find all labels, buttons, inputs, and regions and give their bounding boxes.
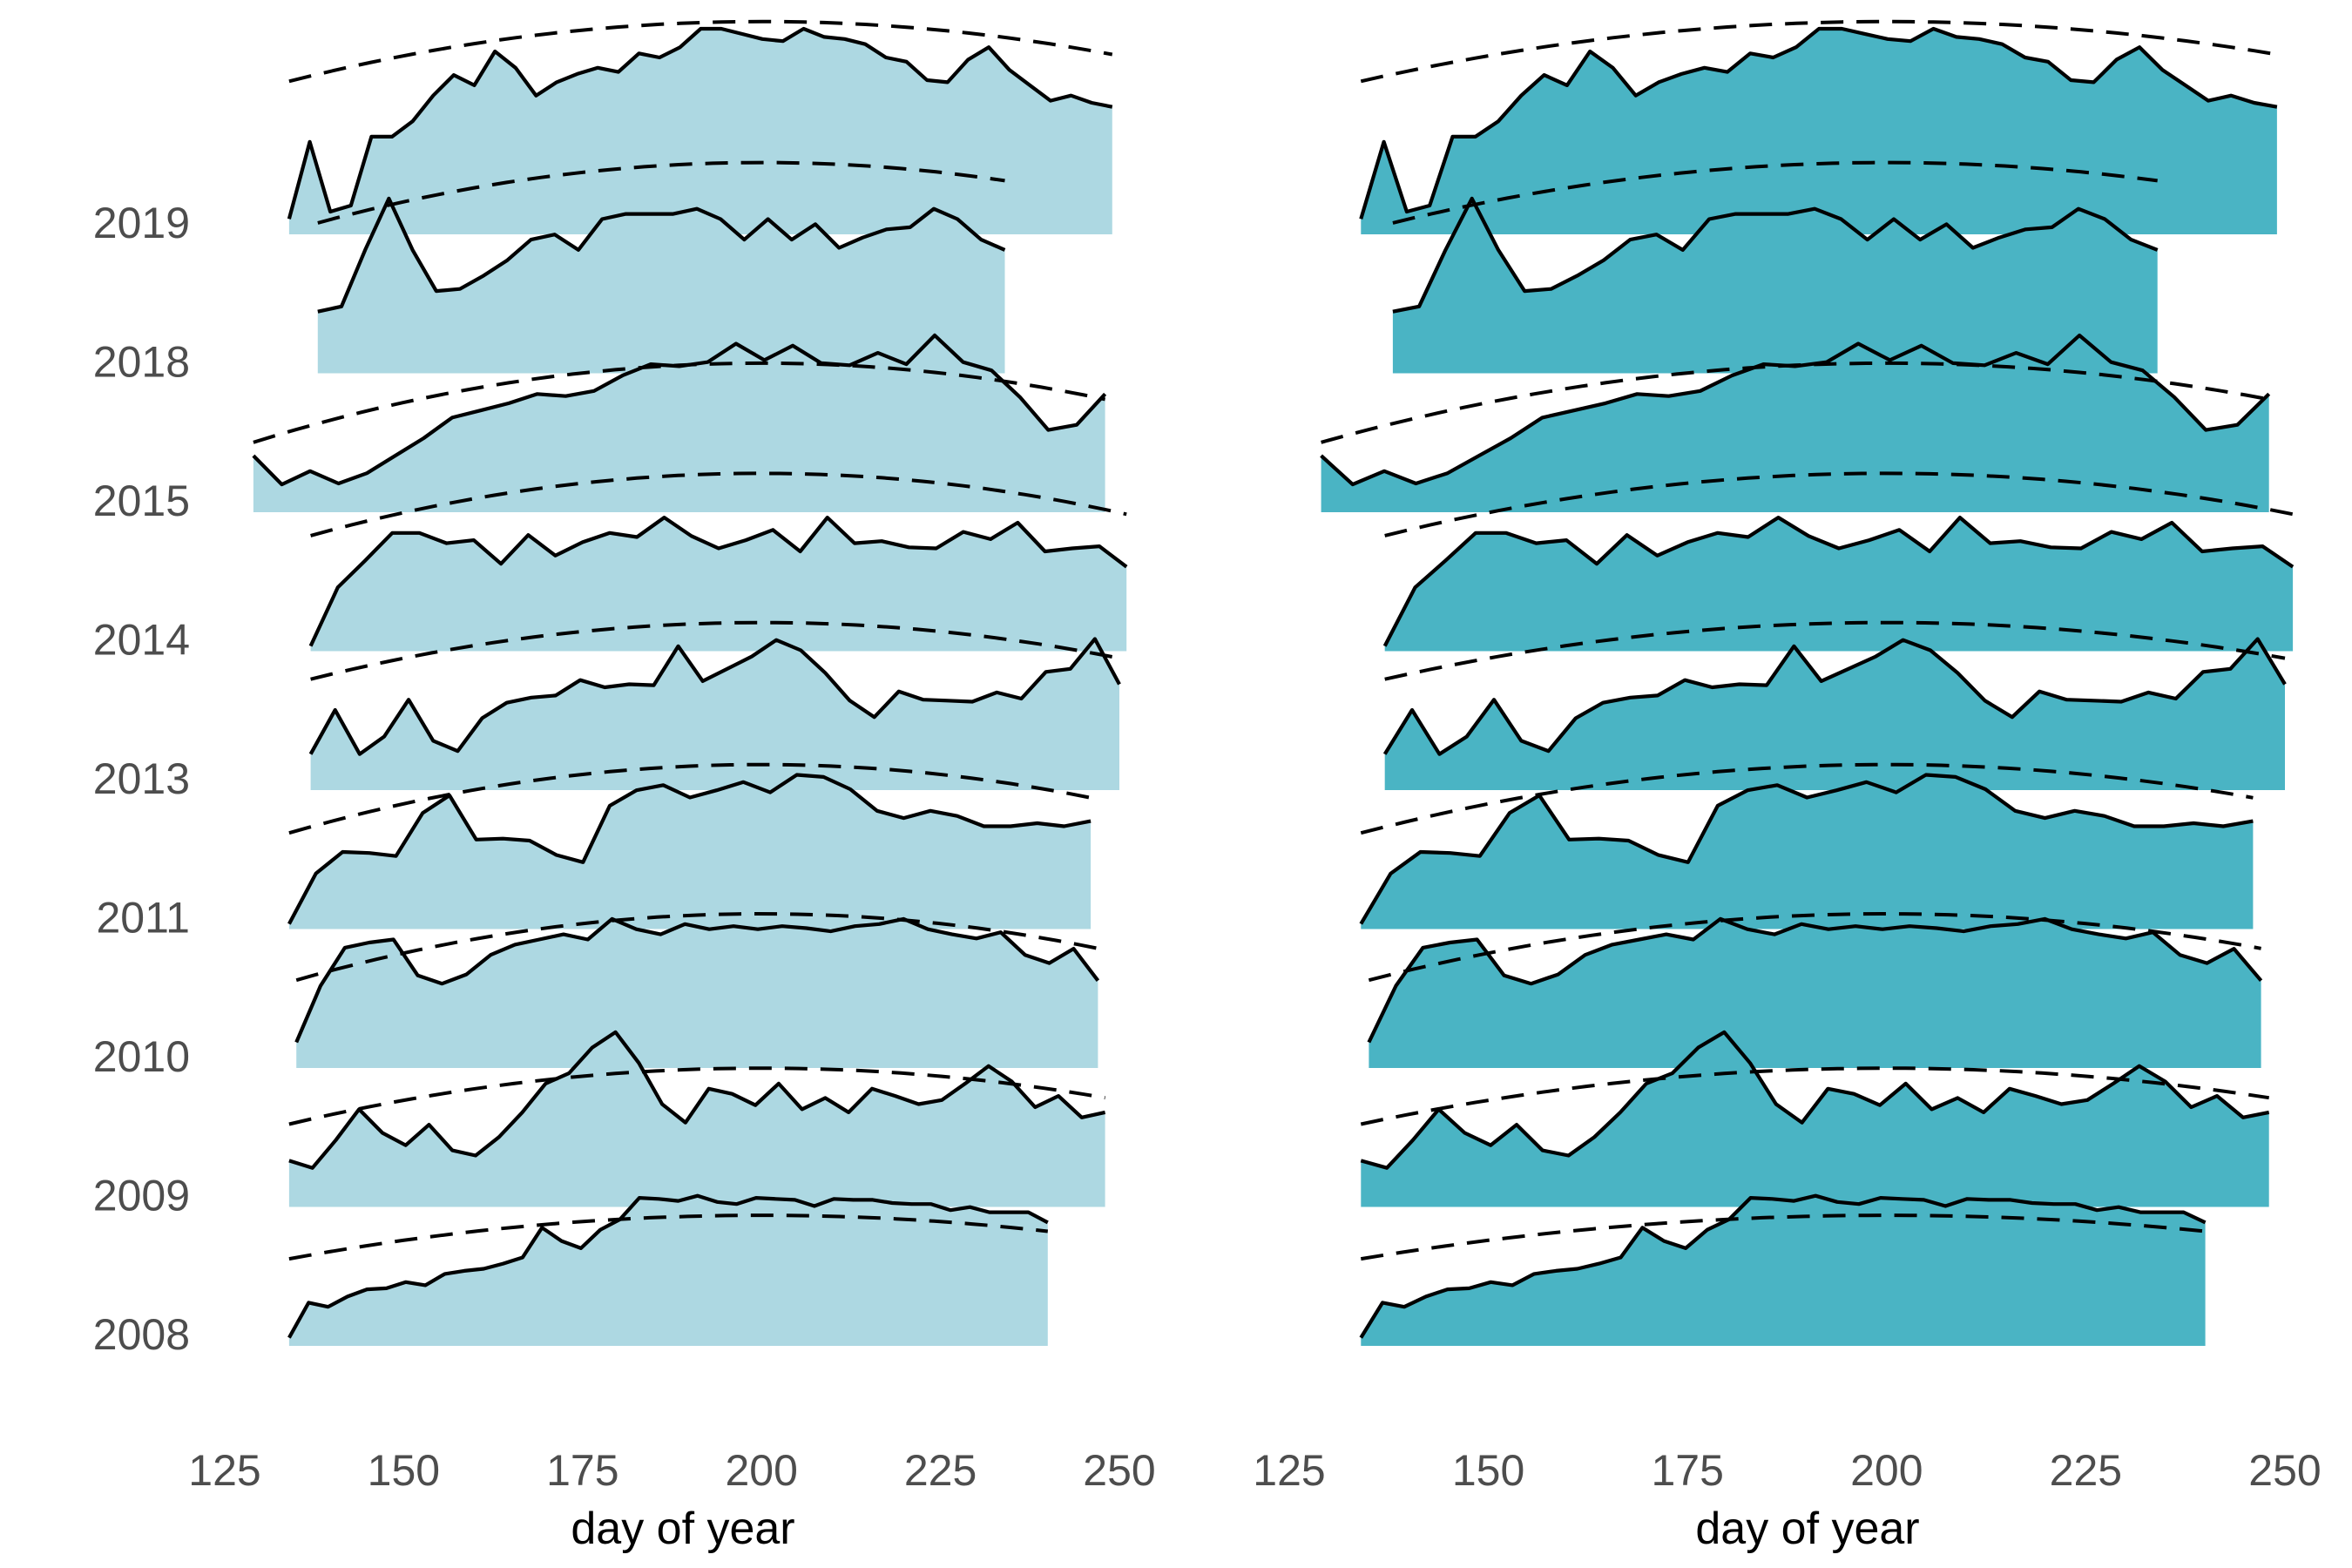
y-tick-label-2011: 2011 [96,894,190,943]
ridge-area-2013 [310,639,1120,790]
x-tick-label: 125 [188,1446,260,1495]
ridge-area-2011 [288,774,1092,929]
ridge-trend-2010 [1368,911,2261,983]
ridge-area-2009 [288,1031,1105,1207]
y-tick-label-2018: 2018 [93,338,190,387]
y-tick-label-2019: 2019 [93,199,190,247]
ridge-trace-2011 [1359,773,2254,925]
ridge-trace-2018 [1392,196,2159,314]
ridge-trend-2018 [317,160,1005,225]
ridge-area-2019 [288,29,1112,234]
ridge-trace-2019 [1359,26,2278,220]
ridge-trace-2010 [294,916,1100,1044]
ridge-trace-2008 [287,1193,1049,1339]
ridge-area-2011 [1361,774,2254,929]
y-tick-label-2013: 2013 [93,754,190,803]
y-tick-label-2008: 2008 [93,1310,190,1359]
ridge-trend-2019 [1360,19,2278,84]
ridge-trace-2008 [1359,1193,2207,1339]
ridge-area-2019 [1361,29,2277,234]
ridge-2011 [287,762,1092,929]
left-x-axis-title: day of year [571,1504,794,1554]
ridge-trend-2011 [1360,762,2254,835]
ridge-trend-2011 [288,762,1092,835]
x-tick-label: 225 [904,1446,977,1495]
x-tick-label: 175 [546,1446,618,1495]
ridge-trace-2014 [1382,516,2295,647]
ridge-trend-2013 [310,620,1120,681]
ridge-area-2008 [1361,1195,2206,1346]
ridge-area-2013 [1384,639,2285,790]
y-tick-label-2010: 2010 [93,1032,190,1081]
ridge-2008 [1359,1193,2207,1346]
ridge-2013 [1382,620,2287,790]
ridge-2009 [288,1030,1106,1207]
x-tick-label: 175 [1651,1446,1723,1495]
ridge-trend-2014 [1384,471,2294,537]
ridge-area-2015 [1321,335,2269,512]
y-tick-label-2015: 2015 [93,476,190,525]
x-tick-label: 150 [368,1446,440,1495]
x-tick-label: 225 [2050,1446,2122,1495]
ridge-area-2008 [288,1195,1048,1346]
x-tick-label: 200 [725,1446,797,1495]
ridge-trace-2014 [308,516,1128,647]
ridge-2009 [1360,1030,2270,1207]
ridge-trace-2018 [317,196,1006,314]
ridge-2011 [1359,762,2254,929]
ridge-trend-2015 [253,361,1105,444]
ridge-trend-2009 [288,1066,1105,1126]
ridge-area-2015 [253,335,1105,512]
ridge-2019 [287,19,1113,234]
ridge-trend-2019 [288,19,1113,84]
x-tick-label: 150 [1452,1446,1524,1495]
ridge-2013 [308,620,1121,790]
ridge-2018 [1392,160,2159,374]
x-tick-label: 250 [1083,1446,1155,1495]
ridge-trend-2009 [1360,1066,2269,1126]
ridge-2014 [308,471,1128,652]
ridge-2010 [1367,911,2263,1068]
right-x-axis-title: day of year [1695,1504,1919,1554]
ridge-2014 [1382,471,2295,652]
ridge-2018 [317,160,1006,374]
right-x-axis: 125 150 175 200 225 250 [1253,1446,2321,1495]
ridge-2019 [1359,19,2278,234]
ridge-area-2010 [296,918,1098,1068]
ridge-trend-2014 [310,471,1127,537]
right-panel [1320,19,2295,1346]
ridge-2008 [287,1193,1049,1346]
ridge-2015 [252,333,1107,512]
ridge-area-2010 [1369,918,2261,1068]
ridge-trend-2010 [295,911,1098,983]
ridge-trace-2019 [287,26,1113,220]
y-tick-label-2014: 2014 [93,616,190,665]
ridge-trend-2015 [1321,361,2270,444]
ridge-area-2009 [1361,1031,2269,1207]
left-panel [252,19,1128,1346]
y-tick-label-2009: 2009 [93,1172,190,1220]
ridge-2010 [294,911,1100,1068]
ridge-trend-2013 [1384,620,2286,681]
ridge-trace-2011 [287,773,1092,925]
ridge-trend-2008 [288,1213,1049,1261]
x-tick-label: 250 [2248,1446,2321,1495]
ridge-trace-2013 [1382,637,2287,756]
left-x-axis: 125 150 175 200 225 250 [188,1446,1155,1495]
x-tick-label: 200 [1850,1446,1923,1495]
ridge-trace-2010 [1367,916,2263,1044]
ridge-2015 [1320,333,2271,512]
ridge-trace-2013 [308,637,1121,756]
y-axis-year-labels: 2008 2009 2010 2011 2013 2014 2015 2018 2019 [93,199,190,1359]
x-tick-label: 125 [1253,1446,1325,1495]
